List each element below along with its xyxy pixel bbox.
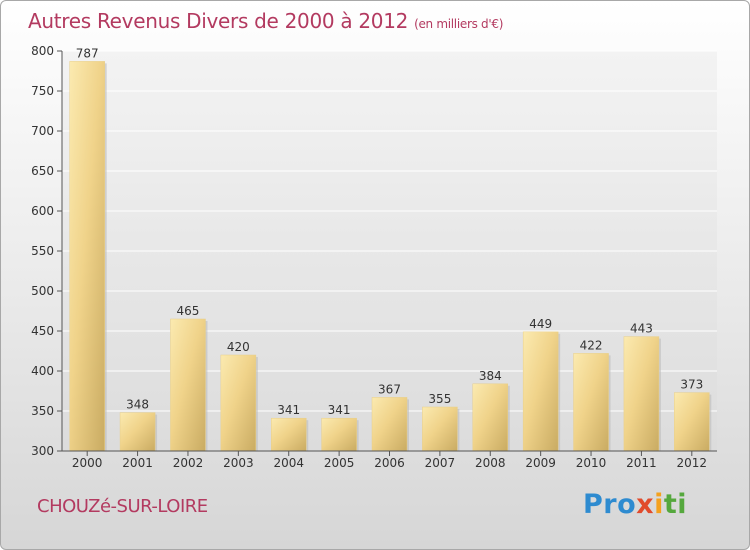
bar [119, 412, 156, 452]
bar [422, 406, 458, 452]
x-tick-label: 2003 [223, 456, 254, 470]
data-label: 348 [126, 398, 149, 412]
bar [623, 336, 660, 452]
bar [69, 61, 105, 452]
y-tick-label: 350 [31, 404, 54, 418]
data-label: 373 [680, 378, 703, 392]
data-label: 449 [529, 317, 552, 331]
bar [674, 392, 710, 452]
data-label: 422 [580, 338, 603, 352]
y-tick-label: 550 [31, 244, 54, 258]
x-tick-label: 2012 [677, 456, 708, 470]
y-tick-label: 800 [31, 44, 54, 58]
y-tick-label: 300 [31, 444, 54, 458]
logo-part: i [654, 489, 664, 520]
chart-unit: (en milliers d'€) [414, 17, 504, 31]
bar [522, 331, 559, 452]
data-label: 384 [479, 369, 502, 383]
x-tick-label: 2000 [72, 456, 103, 470]
y-tick-label: 750 [31, 84, 54, 98]
data-label: 787 [76, 46, 99, 60]
x-tick-label: 2009 [525, 456, 556, 470]
x-tick-label: 2010 [576, 456, 607, 470]
bar [270, 417, 307, 452]
x-tick-label: 2008 [475, 456, 506, 470]
data-label: 443 [630, 322, 653, 336]
x-tick-label: 2005 [324, 456, 355, 470]
chart-title: Autres Revenus Divers de 2000 à 2012 (en … [28, 9, 503, 33]
x-tick-label: 2011 [626, 456, 657, 470]
bar [170, 318, 206, 452]
y-tick-label: 400 [31, 364, 54, 378]
logo-part: ti [663, 489, 688, 520]
data-label: 355 [428, 392, 451, 406]
y-tick-label: 600 [31, 204, 54, 218]
proxiti-logo[interactable]: Proxiti [583, 489, 687, 520]
bar [472, 383, 509, 452]
data-label: 367 [378, 382, 401, 396]
data-label: 341 [277, 403, 300, 417]
logo-part: x [636, 489, 655, 520]
x-tick-label: 2006 [374, 456, 405, 470]
y-tick-label: 650 [31, 164, 54, 178]
data-label: 341 [328, 403, 351, 417]
logo-part: Pro [583, 489, 637, 520]
x-tick-label: 2007 [425, 456, 456, 470]
x-tick-label: 2004 [273, 456, 304, 470]
data-label: 465 [177, 304, 200, 318]
data-label: 420 [227, 340, 250, 354]
y-tick-label: 700 [31, 124, 54, 138]
bar [321, 417, 357, 452]
y-tick-label: 450 [31, 324, 54, 338]
bar [573, 353, 609, 452]
x-tick-label: 2001 [122, 456, 153, 470]
bar [371, 397, 408, 452]
bar [220, 354, 257, 452]
y-tick-label: 500 [31, 284, 54, 298]
x-tick-label: 2002 [173, 456, 204, 470]
commune-name: CHOUZé-SUR-LOIRE [37, 496, 208, 517]
chart-title-text: Autres Revenus Divers de 2000 à 2012 [28, 9, 409, 33]
